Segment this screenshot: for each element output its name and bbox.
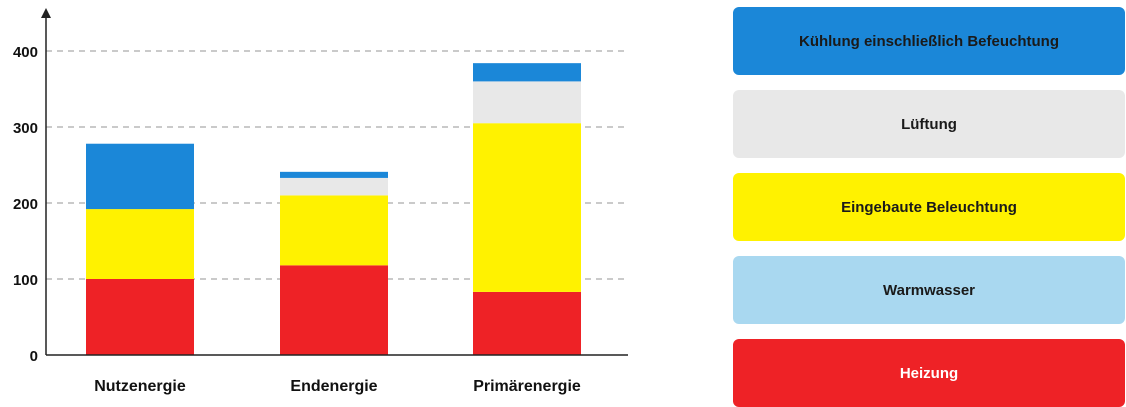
- bar-segment-3-4: [473, 81, 581, 124]
- bar-segment-2-1: [280, 265, 388, 355]
- legend-item-kuehlung: Kühlung einschließlich Befeuchtung: [733, 7, 1125, 75]
- legend-item-warmwasser: Warmwasser: [733, 256, 1125, 324]
- legend-label-heizung: Heizung: [899, 364, 959, 382]
- y-tick-label-300: 300: [13, 120, 38, 137]
- y-tick-label-400: 400: [13, 44, 38, 61]
- bar-segment-1-1: [86, 279, 194, 355]
- y-axis-arrow: [41, 8, 51, 18]
- legend-label-lueftung: Lüftung: [901, 115, 957, 133]
- y-tick-label-100: 100: [13, 272, 38, 289]
- bars: [86, 63, 581, 355]
- stacked-bar-chart: 0 100 200 300 400 Nutzenergie Endenergie Primär…: [13, 8, 628, 395]
- bar-segment-2-3: [280, 195, 388, 266]
- y-tick-label-200: 200: [13, 196, 38, 213]
- axes: [41, 8, 628, 356]
- legend-item-lueftung: Lüftung: [733, 90, 1125, 158]
- bar-segment-2-5: [280, 171, 388, 178]
- bar-segment-3-1: [473, 291, 581, 355]
- legend-label-beleuchtung: Eingebaute Beleuchtung: [841, 198, 1017, 216]
- legend-item-beleuchtung: Eingebaute Beleuchtung: [733, 173, 1125, 241]
- bar-segment-3-3: [473, 123, 581, 292]
- y-tick-label-0: 0: [30, 348, 38, 365]
- axis-labels: 0 100 200 300 400 Nutzenergie Endenergie Primär…: [13, 44, 581, 395]
- x-tick-label-2: Endenergie: [290, 378, 377, 395]
- bar-segment-2-4: [280, 177, 388, 196]
- legend-label-warmwasser: Warmwasser: [883, 281, 975, 299]
- x-tick-label-3: Primärenergie: [473, 378, 581, 395]
- bar-segment-1-3: [86, 209, 194, 279]
- x-tick-label-1: Nutzenergie: [94, 378, 186, 395]
- legend-label-kuehlung: Kühlung einschließlich Befeuchtung: [798, 32, 1059, 50]
- bar-segment-3-5: [473, 63, 581, 82]
- bar-segment-1-5: [86, 143, 194, 210]
- legend-item-heizung: Heizung: [733, 339, 1125, 407]
